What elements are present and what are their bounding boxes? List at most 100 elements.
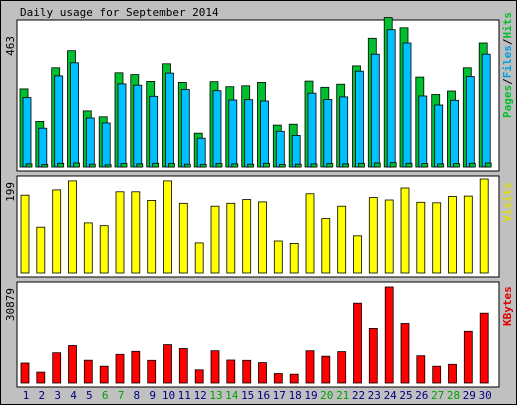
- pages-bar-day-8: [136, 163, 144, 168]
- visits-bar-day-1: [20, 194, 30, 274]
- visits-bar-day-11: [178, 202, 188, 274]
- x-label-day-16: 16: [257, 389, 270, 402]
- x-label-day-29: 29: [463, 389, 476, 402]
- pages-bar-day-30: [484, 162, 492, 168]
- x-label-day-1: 1: [23, 389, 30, 402]
- pages-bar-day-5: [88, 163, 96, 168]
- legend-part-4: Hits: [501, 12, 514, 39]
- files-bar-day-18: [291, 134, 301, 168]
- x-label-day-20: 20: [320, 389, 333, 402]
- pages-bar-day-18: [294, 163, 302, 168]
- pages-bar-day-15: [247, 163, 255, 168]
- pages-bar-day-29: [468, 162, 476, 168]
- files-bar-day-26: [418, 95, 428, 168]
- kbytes-bar-day-12: [194, 369, 204, 384]
- x-label-day-21: 21: [336, 389, 349, 402]
- kbytes-bar-day-26: [416, 355, 426, 384]
- visits-bar-day-29: [463, 195, 473, 274]
- x-label-day-23: 23: [368, 389, 381, 402]
- visits-bar-day-9: [147, 199, 157, 274]
- files-bar-day-10: [165, 72, 174, 168]
- kbytes-bar-day-9: [147, 359, 157, 384]
- x-label-day-19: 19: [304, 389, 317, 402]
- visits-bar-day-23: [368, 197, 378, 274]
- legend-part-1: /: [501, 78, 514, 85]
- bar-marks: [19, 17, 492, 384]
- x-label-day-13: 13: [209, 389, 222, 402]
- kbytes-bar-day-16: [258, 362, 267, 384]
- x-label-day-22: 22: [352, 389, 365, 402]
- legend-part-0: Pages: [501, 85, 514, 118]
- kbytes-bar-day-5: [83, 359, 93, 384]
- visits-bar-day-24: [384, 199, 394, 274]
- x-label-day-18: 18: [289, 389, 302, 402]
- pages-bar-day-25: [405, 162, 413, 168]
- x-label-day-24: 24: [384, 389, 398, 402]
- kbytes-bar-day-23: [368, 327, 378, 384]
- pages-bar-day-3: [57, 162, 65, 168]
- x-label-day-6: 6: [102, 389, 109, 402]
- x-label-day-27: 27: [431, 389, 444, 402]
- kbytes-bar-day-28: [448, 363, 457, 384]
- files-bar-day-21: [339, 96, 349, 168]
- x-label-day-30: 30: [479, 389, 492, 402]
- visits-panel-legend: Visits: [501, 182, 514, 222]
- files-bar-day-28: [450, 99, 459, 168]
- chart-title: Daily usage for September 2014: [20, 6, 219, 19]
- x-label-day-2: 2: [38, 389, 45, 402]
- files-bar-day-23: [370, 53, 380, 168]
- kbytes-bar-day-3: [52, 352, 62, 384]
- files-bar-day-27: [434, 104, 444, 168]
- pages-bar-day-7: [120, 163, 128, 168]
- files-bar-day-16: [260, 100, 269, 168]
- files-bar-day-5: [85, 117, 95, 168]
- hits-panel-legend: Pages/Files/Hits: [501, 12, 514, 118]
- kbytes-bar-day-19: [305, 350, 315, 384]
- pages-bar-day-10: [168, 163, 175, 168]
- files-bar-day-3: [54, 75, 64, 168]
- legend-part-2: Files: [501, 45, 514, 78]
- visits-bar-day-10: [163, 180, 172, 274]
- files-bar-day-4: [70, 62, 79, 168]
- pages-bar-day-16: [263, 162, 270, 168]
- legend-part-3: /: [501, 38, 514, 45]
- files-bar-day-1: [22, 97, 32, 168]
- pages-bar-day-22: [358, 162, 365, 168]
- kbytes-bar-day-8: [131, 350, 141, 384]
- x-label-day-9: 9: [149, 389, 156, 402]
- pages-bar-day-6: [104, 164, 112, 168]
- kbytes-bar-day-7: [115, 353, 125, 384]
- kbytes-bar-day-30: [479, 312, 489, 384]
- visits-bar-day-30: [479, 178, 489, 274]
- pages-bar-day-1: [25, 163, 33, 168]
- visits-bar-day-17: [273, 240, 283, 274]
- kbytes-bar-day-1: [20, 362, 30, 384]
- pages-bar-day-14: [231, 163, 239, 168]
- x-label-day-4: 4: [70, 389, 77, 402]
- pages-bar-day-26: [421, 163, 429, 168]
- pages-bar-day-21: [342, 163, 350, 168]
- kbytes-bar-day-20: [321, 355, 331, 384]
- pages-bar-day-9: [152, 162, 160, 168]
- kbytes-bar-day-4: [68, 345, 77, 384]
- visits-bar-day-19: [305, 193, 315, 274]
- pages-bar-day-27: [437, 163, 445, 168]
- x-label-day-25: 25: [399, 389, 412, 402]
- kbytes-bar-day-29: [463, 330, 473, 384]
- pages-bar-day-12: [199, 164, 207, 168]
- x-label-day-3: 3: [54, 389, 61, 402]
- kbytes-bar-day-15: [242, 359, 252, 384]
- x-label-day-10: 10: [162, 389, 175, 402]
- files-bar-day-13: [212, 90, 222, 168]
- kbytes-bar-day-24: [384, 286, 394, 384]
- x-label-day-8: 8: [133, 389, 140, 402]
- pages-bar-day-19: [310, 163, 318, 168]
- files-bar-day-12: [196, 137, 206, 168]
- kbytes-bar-day-27: [432, 365, 442, 384]
- files-bar-day-7: [117, 83, 127, 168]
- kbytes-bar-day-22: [353, 302, 362, 384]
- kbytes-bar-day-10: [163, 344, 172, 384]
- pages-bar-day-28: [453, 163, 460, 168]
